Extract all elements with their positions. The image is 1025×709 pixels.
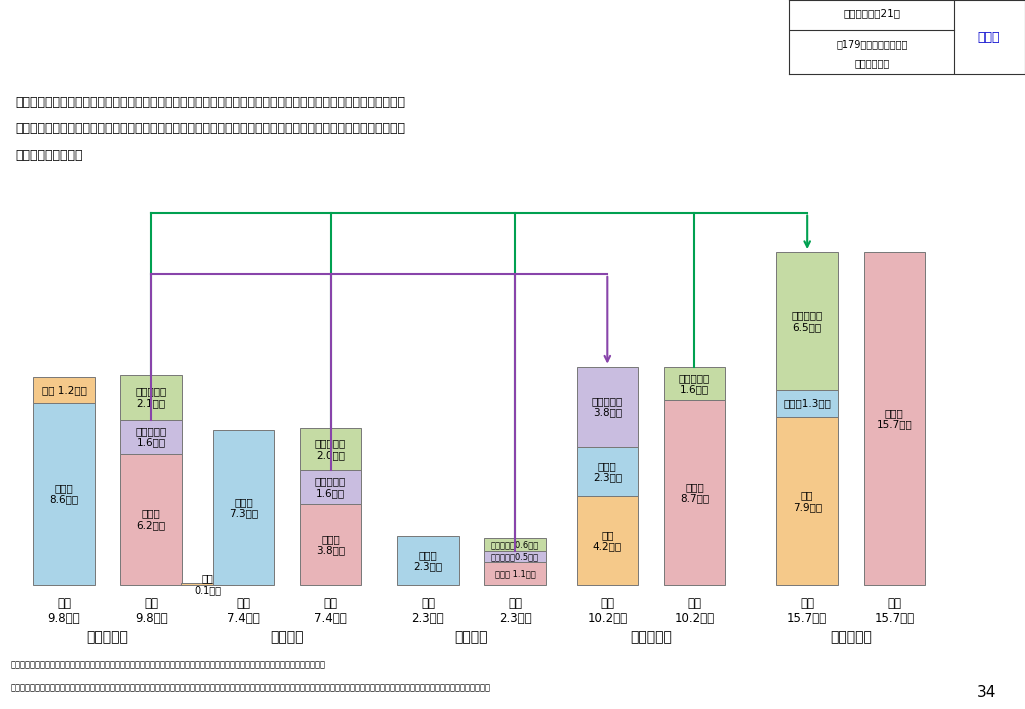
Bar xyxy=(664,367,726,401)
Text: 市町村国保: 市町村国保 xyxy=(630,630,671,644)
Text: 収入: 収入 xyxy=(421,597,435,610)
Bar xyxy=(576,367,638,447)
Text: す（後期支援金）。: す（後期支援金）。 xyxy=(15,149,83,162)
Text: 医療保険部会: 医療保険部会 xyxy=(854,58,890,68)
Text: 給付費
3.8兆円: 給付費 3.8兆円 xyxy=(316,534,345,556)
Text: 注２　「前期調整額」には、退職拠出金も含む。また、市町村国保の後期高齢者支援金に係る前期調整額は、「収入」の「前期調整額」に含めており、「支出」の「後期支援金」: 注２ 「前期調整額」には、退職拠出金も含む。また、市町村国保の後期高齢者支援金に… xyxy=(10,683,490,693)
Text: 7.4兆円: 7.4兆円 xyxy=(315,613,346,625)
Text: 保険料1.3兆円: 保険料1.3兆円 xyxy=(783,398,831,408)
Bar xyxy=(33,403,94,585)
Text: 2.3兆円: 2.3兆円 xyxy=(499,613,531,625)
Text: 第179回社会保障審議会: 第179回社会保障審議会 xyxy=(836,40,907,50)
Text: 支出: 支出 xyxy=(324,597,337,610)
Text: 協会けんぽ: 協会けんぽ xyxy=(87,630,128,644)
Bar xyxy=(484,538,545,551)
Text: 組合健保: 組合健保 xyxy=(271,630,303,644)
Bar xyxy=(576,447,638,496)
Text: 前期調整額0.5兆円: 前期調整額0.5兆円 xyxy=(491,552,539,561)
Text: 前期調整額
1.6兆円: 前期調整額 1.6兆円 xyxy=(135,425,167,447)
Bar xyxy=(299,471,361,504)
Text: 保険料
2.3兆円: 保険料 2.3兆円 xyxy=(592,461,622,482)
Bar xyxy=(33,377,94,403)
Text: 後期高齢者: 後期高齢者 xyxy=(830,630,871,644)
Text: 前期調整額
1.6兆円: 前期調整額 1.6兆円 xyxy=(315,476,346,498)
Text: 10.2兆円: 10.2兆円 xyxy=(587,613,627,625)
Bar xyxy=(299,504,361,585)
Bar xyxy=(299,428,361,471)
Text: 令和６年６月21日: 令和６年６月21日 xyxy=(844,9,900,18)
Bar xyxy=(121,454,182,585)
Text: 医療保険制度間では、年齢構成による医療費の違いなどによる財政の負担を調整するために、負担を調整する仕組: 医療保険制度間では、年齢構成による医療費の違いなどによる財政の負担を調整するため… xyxy=(15,96,405,108)
Text: 資料４: 資料４ xyxy=(977,30,999,44)
Text: 支出: 支出 xyxy=(888,597,901,610)
Text: 支出: 支出 xyxy=(145,597,158,610)
Text: 給付費
6.2兆円: 給付費 6.2兆円 xyxy=(136,508,166,530)
Text: 給付費
8.7兆円: 給付費 8.7兆円 xyxy=(680,482,709,503)
Text: 15.7兆円: 15.7兆円 xyxy=(874,613,914,625)
Text: 2.3兆円: 2.3兆円 xyxy=(412,613,444,625)
Text: 15.7兆円: 15.7兆円 xyxy=(787,613,827,625)
Text: 後期支援金
2.0兆円: 後期支援金 2.0兆円 xyxy=(315,438,346,460)
Text: 後期支援金
6.5兆円: 後期支援金 6.5兆円 xyxy=(791,310,823,332)
Text: 9.8兆円: 9.8兆円 xyxy=(48,613,80,625)
Text: 7.4兆円: 7.4兆円 xyxy=(228,613,259,625)
Text: 後期支援金
1.6兆円: 後期支援金 1.6兆円 xyxy=(679,373,710,394)
Text: 保険料
2.3兆円: 保険料 2.3兆円 xyxy=(413,550,443,571)
Bar xyxy=(777,252,838,390)
Text: 給付費 1.1兆円: 給付費 1.1兆円 xyxy=(495,569,535,578)
Text: 支出: 支出 xyxy=(688,597,701,610)
Text: みとなっています（前期調整額）。また後期高齢者に係る給付費の一部は他の制度も支援金という形で負担していま: みとなっています（前期調整額）。また後期高齢者に係る給付費の一部は他の制度も支援… xyxy=(15,122,405,135)
Bar xyxy=(484,562,545,585)
Text: 34: 34 xyxy=(977,685,996,700)
Text: 支出: 支出 xyxy=(508,597,522,610)
Text: 収入: 収入 xyxy=(237,597,250,610)
Bar xyxy=(777,390,838,418)
Text: 前期調整額
3.8兆円: 前期調整額 3.8兆円 xyxy=(591,396,623,418)
Text: 給付費
15.7兆円: 給付費 15.7兆円 xyxy=(876,408,912,430)
Bar xyxy=(576,496,638,585)
Text: 9.8兆円: 9.8兆円 xyxy=(135,613,167,625)
Bar xyxy=(863,252,925,585)
Text: 公費
0.1兆円: 公費 0.1兆円 xyxy=(194,573,221,595)
Bar xyxy=(398,536,459,585)
Bar xyxy=(484,551,545,562)
Text: 保険料
7.3兆円: 保険料 7.3兆円 xyxy=(229,497,258,518)
Bar xyxy=(777,418,838,585)
Text: 収入: 収入 xyxy=(801,597,814,610)
Text: 公費
4.2兆円: 公費 4.2兆円 xyxy=(592,530,622,552)
Bar xyxy=(664,401,726,585)
Bar xyxy=(213,430,275,585)
Text: 公費 1.2兆円: 公費 1.2兆円 xyxy=(42,385,86,395)
Text: 公費
7.9兆円: 公費 7.9兆円 xyxy=(792,491,822,512)
Text: 制度別の財政の概要（令和３年度）: 制度別の財政の概要（令和３年度） xyxy=(19,26,286,54)
Bar xyxy=(121,420,182,454)
Text: 後期支援金0.6兆円: 後期支援金0.6兆円 xyxy=(491,540,539,549)
Text: 10.2兆円: 10.2兆円 xyxy=(674,613,714,625)
Text: 注１　前期調整額及び後期支援金の拠出側の合計と交付側の金額が一致しないのは、表示されていない他制度（国保組合など）があるため。: 注１ 前期調整額及び後期支援金の拠出側の合計と交付側の金額が一致しないのは、表示… xyxy=(10,661,325,669)
Bar xyxy=(181,583,234,585)
Text: 保険料
8.6兆円: 保険料 8.6兆円 xyxy=(49,483,79,505)
Text: 共済組合: 共済組合 xyxy=(455,630,488,644)
Text: 収入: 収入 xyxy=(57,597,71,610)
Bar xyxy=(121,375,182,420)
Text: 収入: 収入 xyxy=(601,597,614,610)
Text: 後期支援金
2.1兆円: 後期支援金 2.1兆円 xyxy=(135,386,167,408)
